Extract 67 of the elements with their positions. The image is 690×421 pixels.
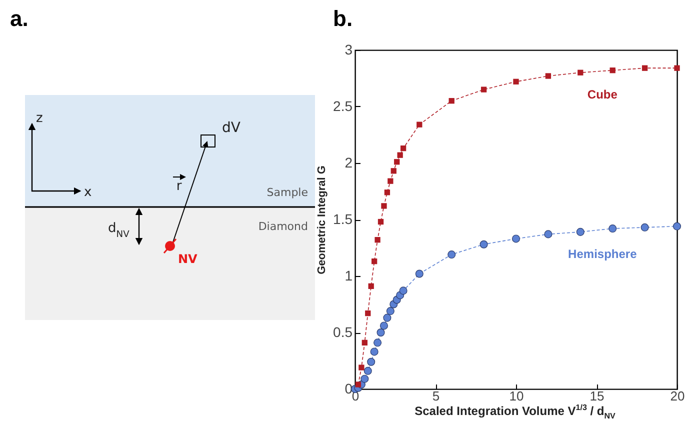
- text: NV: [178, 252, 198, 266]
- point: [397, 152, 403, 158]
- point: [370, 348, 378, 356]
- point: [545, 73, 552, 79]
- text: a.: [10, 6, 28, 32]
- point: [448, 98, 454, 104]
- point: [374, 237, 380, 243]
- point: [384, 190, 390, 196]
- point: [368, 283, 374, 289]
- point: [544, 230, 552, 238]
- y-tick-label: 1.5: [333, 211, 353, 227]
- point: [383, 314, 392, 322]
- point: [640, 223, 649, 232]
- point: [360, 374, 369, 383]
- y-tick-label: 2.5: [333, 98, 353, 114]
- point: [364, 366, 372, 375]
- text: x: [84, 185, 92, 200]
- point: [355, 382, 362, 388]
- y-axis-title: Geometric Integral G: [316, 166, 328, 274]
- x-axis-title: Scaled Integration Volume V$^{1/3}$ / d$_{NV}$: [414, 403, 616, 420]
- point: [365, 310, 371, 316]
- point: [416, 122, 422, 128]
- point: [480, 86, 487, 92]
- point: [367, 358, 376, 366]
- x-tick-label: 5: [432, 388, 440, 404]
- point: [394, 159, 400, 165]
- point: [388, 178, 394, 184]
- point: [608, 224, 617, 233]
- x-tick-label: 10: [509, 388, 524, 404]
- point: [381, 203, 387, 209]
- text: z: [36, 111, 43, 126]
- y-tick-label: 0.5: [333, 324, 353, 340]
- y-tick-label: 2: [344, 154, 353, 170]
- point: [371, 258, 378, 264]
- point: [362, 340, 368, 346]
- point: [448, 250, 456, 259]
- text: Diamond: [258, 220, 308, 233]
- point: [386, 307, 394, 316]
- point: [378, 218, 384, 225]
- series-label: Cube: [587, 88, 618, 102]
- point: [672, 222, 682, 230]
- point: [513, 78, 519, 84]
- y-tick-label: 1: [344, 268, 353, 284]
- point: [415, 270, 424, 278]
- chart-title: b.: [333, 6, 353, 32]
- point: [376, 328, 385, 336]
- x-tick-label: 15: [590, 388, 604, 404]
- text: r: [176, 179, 182, 194]
- text: dV: [222, 120, 241, 136]
- point: [576, 228, 584, 236]
- point: [374, 338, 382, 347]
- y-tick-label: 3: [344, 42, 353, 58]
- point: [674, 65, 680, 71]
- text: d$_{NV}$: [108, 221, 130, 240]
- x-tick-label: 20: [670, 388, 685, 404]
- point: [480, 240, 488, 248]
- point: [642, 65, 648, 71]
- point: [610, 68, 616, 74]
- point: [380, 322, 388, 330]
- point: [512, 234, 520, 243]
- point: [390, 168, 396, 174]
- point: [578, 70, 584, 76]
- point: [400, 145, 406, 152]
- point: [399, 286, 408, 295]
- point: [358, 364, 364, 370]
- text: Sample: [266, 186, 308, 199]
- series-label: Hemisphere: [568, 246, 638, 261]
